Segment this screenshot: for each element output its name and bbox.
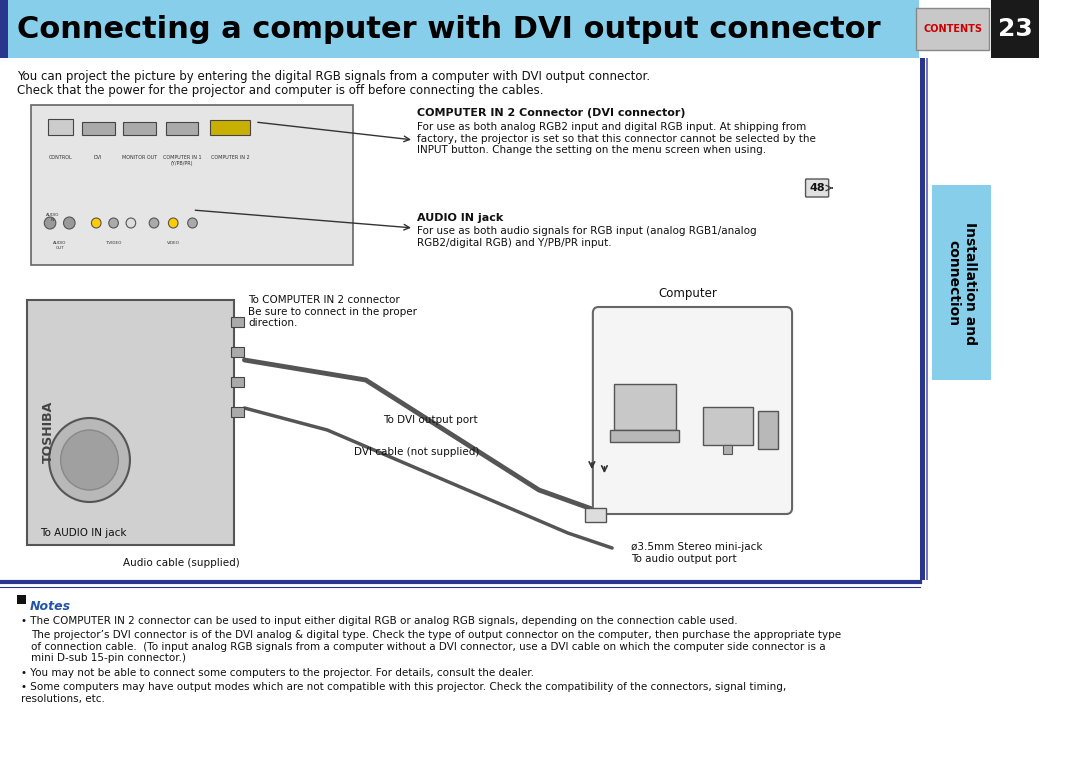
Text: ø3.5mm Stereo mini-jack
To audio output port: ø3.5mm Stereo mini-jack To audio output …	[632, 542, 762, 564]
FancyBboxPatch shape	[210, 120, 251, 135]
Circle shape	[109, 218, 119, 228]
FancyBboxPatch shape	[231, 317, 244, 327]
Text: AUDIO
IN: AUDIO IN	[46, 213, 59, 222]
FancyBboxPatch shape	[17, 595, 26, 604]
FancyBboxPatch shape	[231, 407, 244, 417]
Text: • You may not be able to connect some computers to the projector. For details, c: • You may not be able to connect some co…	[22, 668, 535, 678]
FancyBboxPatch shape	[926, 58, 928, 580]
Text: Audio cable (supplied): Audio cable (supplied)	[123, 558, 240, 568]
Text: 48: 48	[809, 183, 825, 193]
Circle shape	[188, 218, 198, 228]
Text: Connecting a computer with DVI output connector: Connecting a computer with DVI output co…	[17, 15, 881, 44]
Text: Check that the power for the projector and computer is off before connecting the: Check that the power for the projector a…	[17, 84, 544, 97]
Circle shape	[49, 418, 130, 502]
FancyBboxPatch shape	[31, 105, 353, 265]
Text: For use as both audio signals for RGB input (analog RGB1/analog
RGB2/digital RGB: For use as both audio signals for RGB in…	[417, 226, 756, 248]
Text: COMPUTER IN 2: COMPUTER IN 2	[211, 155, 249, 160]
FancyBboxPatch shape	[0, 0, 8, 58]
FancyBboxPatch shape	[165, 122, 199, 135]
FancyBboxPatch shape	[593, 307, 792, 514]
Text: AUDIO IN jack: AUDIO IN jack	[417, 213, 503, 223]
FancyBboxPatch shape	[0, 0, 919, 58]
Text: To DVI output port: To DVI output port	[383, 415, 477, 425]
FancyBboxPatch shape	[758, 411, 778, 449]
Text: COMPUTER IN 2 Connector (DVI connector): COMPUTER IN 2 Connector (DVI connector)	[417, 108, 685, 118]
Text: To AUDIO IN jack: To AUDIO IN jack	[40, 528, 127, 538]
FancyBboxPatch shape	[806, 179, 828, 197]
FancyBboxPatch shape	[991, 0, 1039, 58]
Circle shape	[149, 218, 159, 228]
FancyBboxPatch shape	[916, 8, 989, 50]
Circle shape	[44, 217, 56, 229]
Text: DVI cable (not supplied): DVI cable (not supplied)	[354, 447, 480, 457]
Text: The projector’s DVI connector is of the DVI analog & digital type. Check the typ: The projector’s DVI connector is of the …	[31, 630, 841, 663]
Text: MONITOR OUT: MONITOR OUT	[122, 155, 157, 160]
FancyBboxPatch shape	[615, 384, 676, 430]
FancyBboxPatch shape	[49, 119, 73, 135]
FancyBboxPatch shape	[82, 122, 114, 135]
Circle shape	[126, 218, 136, 228]
Circle shape	[60, 430, 119, 490]
FancyBboxPatch shape	[231, 347, 244, 357]
Text: To COMPUTER IN 2 connector
Be sure to connect in the proper
direction.: To COMPUTER IN 2 connector Be sure to co…	[248, 295, 417, 329]
Text: Installation and
connection: Installation and connection	[946, 222, 976, 345]
Text: For use as both analog RGB2 input and digital RGB input. At shipping from
factor: For use as both analog RGB2 input and di…	[417, 122, 815, 155]
Text: T-VIDEO: T-VIDEO	[106, 241, 122, 245]
Text: You can project the picture by entering the digital RGB signals from a computer : You can project the picture by entering …	[17, 70, 650, 83]
Text: • The COMPUTER IN 2 connector can be used to input either digital RGB or analog : • The COMPUTER IN 2 connector can be use…	[22, 616, 738, 626]
FancyBboxPatch shape	[703, 407, 753, 445]
FancyBboxPatch shape	[585, 508, 606, 522]
FancyBboxPatch shape	[723, 445, 732, 454]
Text: • Some computers may have output modes which are not compatible with this projec: • Some computers may have output modes w…	[22, 682, 786, 704]
FancyBboxPatch shape	[123, 122, 156, 135]
FancyBboxPatch shape	[920, 58, 924, 580]
FancyBboxPatch shape	[27, 300, 234, 545]
Text: Notes: Notes	[30, 600, 71, 613]
Text: COMPUTER IN 1
(Y/PB/PR): COMPUTER IN 1 (Y/PB/PR)	[163, 155, 201, 166]
FancyBboxPatch shape	[231, 377, 244, 387]
FancyBboxPatch shape	[610, 430, 679, 442]
Circle shape	[92, 218, 102, 228]
FancyBboxPatch shape	[932, 185, 991, 380]
Text: TOSHIBA: TOSHIBA	[42, 401, 55, 463]
Text: DVI: DVI	[94, 155, 103, 160]
Circle shape	[64, 217, 76, 229]
Text: CONTENTS: CONTENTS	[923, 24, 983, 34]
Text: VIDEO: VIDEO	[166, 241, 179, 245]
Text: AUDIO
OUT: AUDIO OUT	[53, 241, 66, 250]
Text: Computer: Computer	[659, 287, 717, 300]
Text: CONTROL: CONTROL	[49, 155, 72, 160]
Text: 23: 23	[998, 17, 1032, 41]
Circle shape	[168, 218, 178, 228]
